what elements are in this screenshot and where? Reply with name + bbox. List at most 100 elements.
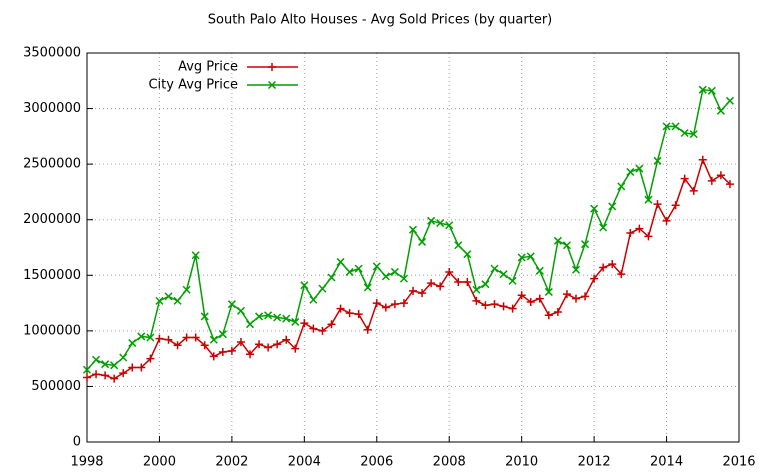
point xyxy=(499,270,508,279)
point xyxy=(653,156,662,165)
point xyxy=(101,360,110,369)
point xyxy=(418,289,427,298)
point xyxy=(318,284,327,293)
point xyxy=(264,311,273,320)
point xyxy=(635,224,644,233)
point xyxy=(363,283,372,292)
y-tick-label: 3500000 xyxy=(23,46,81,61)
point xyxy=(707,176,716,185)
point xyxy=(273,340,282,349)
point xyxy=(110,361,119,370)
point xyxy=(436,282,445,291)
point xyxy=(635,164,644,173)
point xyxy=(137,332,146,341)
point xyxy=(562,241,571,250)
point xyxy=(128,339,137,348)
point xyxy=(273,313,282,322)
x-tick-label: 2016 xyxy=(722,455,755,470)
point xyxy=(716,106,725,115)
point xyxy=(626,229,635,238)
point xyxy=(562,290,571,299)
point xyxy=(119,369,128,378)
point xyxy=(535,266,544,275)
point xyxy=(218,330,227,339)
point xyxy=(209,335,218,344)
point xyxy=(671,201,680,210)
point xyxy=(508,276,517,285)
point xyxy=(644,195,653,204)
point xyxy=(92,355,101,364)
point xyxy=(390,300,399,309)
x-tick-label: 2012 xyxy=(578,455,611,470)
point xyxy=(553,307,562,316)
point xyxy=(110,374,119,383)
point xyxy=(345,267,354,276)
point xyxy=(354,264,363,273)
x-tick-label: 2004 xyxy=(288,455,321,470)
point xyxy=(689,186,698,195)
point xyxy=(526,297,535,306)
x-tick-label: 2002 xyxy=(215,455,248,470)
point xyxy=(246,350,254,359)
point xyxy=(544,287,553,296)
point xyxy=(264,343,273,352)
point xyxy=(191,251,200,260)
point xyxy=(164,335,173,344)
point xyxy=(463,277,472,286)
point xyxy=(182,333,191,342)
point xyxy=(155,296,164,305)
point xyxy=(381,303,390,312)
point xyxy=(336,257,345,266)
point xyxy=(707,86,716,95)
legend-label: Avg Price xyxy=(178,60,238,75)
point xyxy=(572,294,580,303)
point xyxy=(689,130,698,139)
y-tick-label: 2500000 xyxy=(23,157,81,172)
x-tick-label: 2008 xyxy=(433,455,466,470)
point xyxy=(309,324,318,333)
point xyxy=(218,347,227,356)
point xyxy=(725,96,734,105)
point xyxy=(517,291,526,300)
point xyxy=(345,309,354,318)
point xyxy=(255,340,264,349)
point xyxy=(599,223,608,232)
y-tick-label: 0 xyxy=(73,435,81,450)
point xyxy=(200,312,209,321)
point xyxy=(481,301,490,310)
point xyxy=(463,250,472,259)
point xyxy=(617,270,626,279)
point xyxy=(164,292,173,301)
point xyxy=(581,240,590,249)
point xyxy=(427,216,436,225)
point xyxy=(671,122,680,131)
point xyxy=(327,273,336,282)
point xyxy=(599,263,608,272)
point xyxy=(680,174,689,183)
point xyxy=(535,294,544,303)
point xyxy=(490,300,499,309)
point xyxy=(526,252,535,261)
point xyxy=(608,260,617,269)
plot-border xyxy=(86,52,740,443)
point xyxy=(227,346,236,355)
point xyxy=(83,373,91,382)
point xyxy=(409,286,417,295)
point xyxy=(725,180,734,189)
point xyxy=(155,334,164,343)
point xyxy=(291,317,300,326)
point xyxy=(191,333,200,342)
point xyxy=(427,279,436,288)
point xyxy=(617,182,626,191)
point xyxy=(128,363,137,372)
x-tick-label: 2014 xyxy=(650,455,683,470)
point xyxy=(173,296,182,305)
point xyxy=(662,122,671,131)
series-line xyxy=(86,88,731,371)
x-tick-label: 1998 xyxy=(70,455,103,470)
point xyxy=(363,325,372,334)
point xyxy=(608,202,617,211)
point xyxy=(245,320,255,329)
point xyxy=(227,300,236,309)
